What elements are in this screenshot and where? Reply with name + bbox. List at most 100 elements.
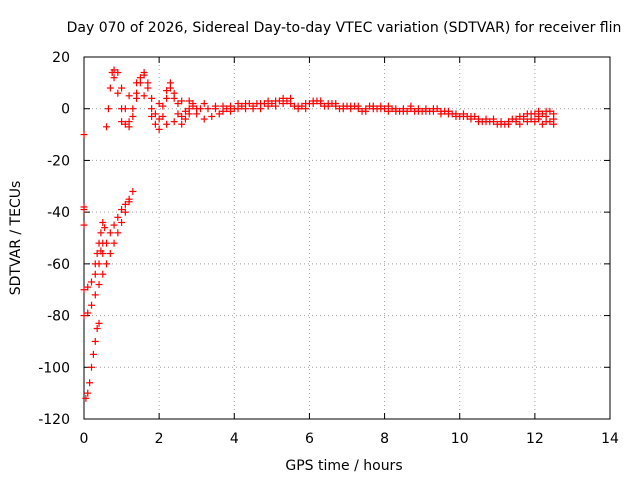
data-point [118, 105, 126, 113]
data-point [527, 115, 535, 123]
data-point [294, 102, 302, 110]
data-point [82, 394, 90, 402]
data-point [531, 118, 539, 126]
data-point [542, 112, 550, 120]
data-point [84, 389, 92, 397]
data-point [238, 102, 246, 110]
plot-frame [83, 56, 611, 420]
data-point [482, 118, 490, 126]
data-point [324, 102, 332, 110]
data-point [110, 221, 118, 229]
data-point [133, 79, 141, 87]
data-point [89, 350, 97, 358]
x-tick-label: 14 [601, 431, 619, 447]
data-point [110, 239, 118, 247]
x-axis-label: GPS time / hours [285, 458, 402, 474]
data-point [151, 110, 159, 118]
data-point [174, 110, 182, 118]
data-point [249, 105, 257, 113]
data-point [114, 69, 122, 77]
data-point [80, 131, 88, 139]
data-point [212, 102, 219, 110]
data-point [80, 312, 88, 320]
data-point [91, 270, 99, 278]
data-point [80, 286, 88, 294]
data-point [106, 84, 114, 92]
data-point [91, 260, 99, 268]
data-point [155, 115, 163, 123]
data-point [414, 107, 422, 115]
data-point [384, 102, 392, 110]
chart-title: Day 070 of 2026, Sidereal Day-to-day VTE… [67, 20, 622, 36]
data-point [287, 94, 295, 102]
data-point [189, 100, 197, 108]
data-point [166, 84, 174, 92]
data-point [377, 105, 385, 113]
data-point [475, 118, 482, 126]
data-point [103, 260, 111, 268]
x-tick-label: 8 [380, 431, 389, 447]
data-point [362, 107, 370, 115]
data-point [95, 281, 103, 289]
data-point [181, 115, 189, 123]
x-tick-label: 6 [305, 431, 314, 447]
data-point [429, 105, 437, 113]
data-point [347, 102, 355, 110]
data-point [129, 187, 137, 195]
data-point [505, 120, 513, 128]
data-point [309, 100, 317, 108]
data-point [159, 112, 167, 120]
data-point [283, 97, 291, 105]
data-point [84, 283, 92, 291]
data-point [497, 120, 505, 128]
data-point [99, 270, 107, 278]
data-point [459, 112, 467, 120]
x-tick-label: 2 [155, 431, 164, 447]
data-point [223, 105, 231, 113]
data-point [86, 379, 94, 387]
y-axis-label: SDTVAR / TECUs [8, 181, 24, 296]
data-point [88, 278, 96, 286]
data-point [80, 221, 88, 229]
data-point [125, 92, 133, 100]
data-point [531, 110, 539, 118]
data-point [354, 102, 362, 110]
data-point [200, 100, 208, 108]
data-point [99, 239, 107, 247]
axis-ticks: 0 2 4 6 8 10 12 14 -120 -100 -80 -60 -40 -20 0 20 [38, 50, 619, 447]
data-point [178, 112, 186, 120]
x-tick-label: 10 [451, 431, 469, 447]
data-point [467, 112, 475, 120]
data-point [101, 224, 109, 232]
data-point [148, 94, 156, 102]
data-point [546, 118, 554, 126]
data-point [538, 110, 546, 118]
data-point [242, 100, 250, 108]
data-point [523, 118, 531, 126]
data-point [121, 208, 129, 216]
data-point [121, 200, 129, 208]
data-point [422, 107, 430, 115]
data-point [118, 206, 126, 214]
data-point [208, 112, 216, 120]
data-point [170, 94, 178, 102]
data-point [185, 110, 193, 118]
data-point [185, 97, 193, 105]
data-point [227, 107, 235, 115]
data-point [97, 247, 105, 255]
data-points [80, 66, 558, 402]
data-point [268, 100, 276, 108]
data-point [452, 110, 460, 118]
data-point [114, 89, 122, 97]
data-point [264, 102, 272, 110]
data-point [302, 105, 310, 113]
data-point [103, 123, 111, 131]
data-point [219, 102, 227, 110]
data-point [106, 250, 114, 258]
data-point [399, 107, 407, 115]
data-point [516, 120, 524, 128]
y-tick-label: -100 [38, 360, 70, 376]
data-point [91, 337, 99, 345]
data-point [550, 115, 558, 123]
y-tick-label: -60 [47, 257, 70, 273]
